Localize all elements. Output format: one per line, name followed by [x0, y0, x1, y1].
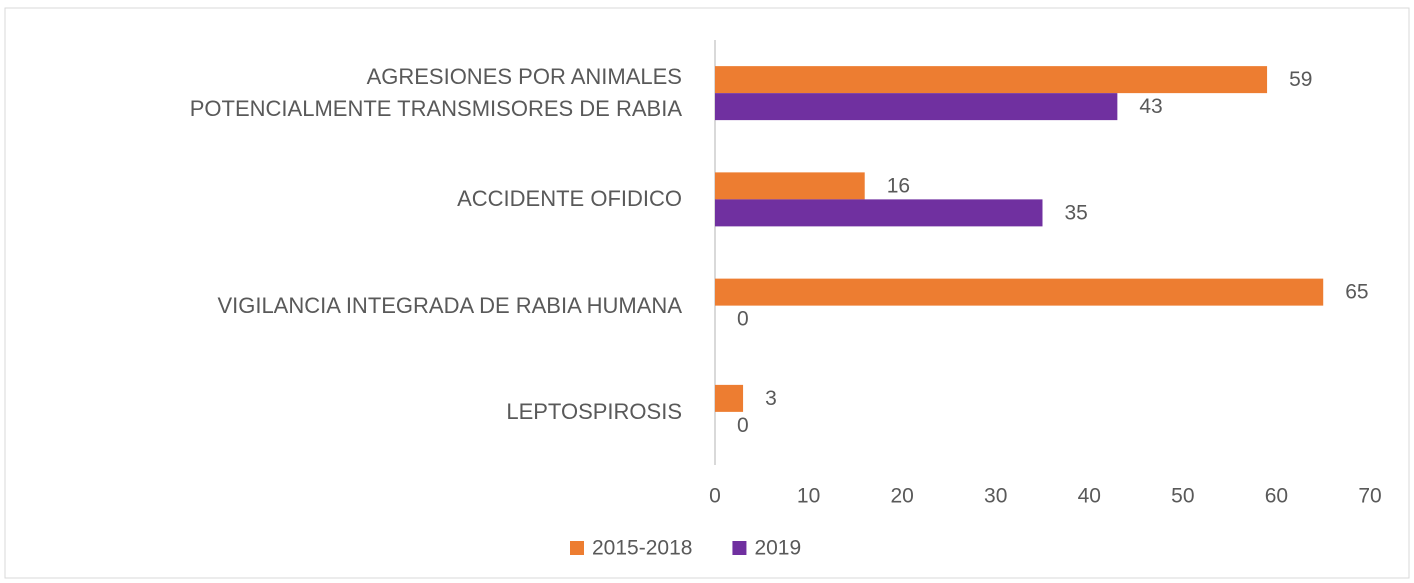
y-tick-label: ACCIDENTE OFIDICO — [457, 186, 682, 212]
data-label: 0 — [737, 308, 749, 331]
y-tick-label: VIGILANCIA INTEGRADA DE RABIA HUMANA — [217, 292, 682, 318]
x-tick-label: 20 — [890, 485, 913, 508]
data-label: 59 — [1289, 68, 1312, 91]
data-label: 43 — [1139, 95, 1162, 118]
bar — [715, 93, 1118, 121]
legend-label: 2019 — [754, 537, 801, 560]
chart-border — [4, 7, 1410, 579]
bar — [715, 66, 1268, 94]
data-label: 65 — [1345, 281, 1368, 304]
x-tick-label: 40 — [1078, 485, 1101, 508]
x-tick-label: 60 — [1265, 485, 1288, 508]
x-tick-label: 30 — [984, 485, 1007, 508]
x-tick-label: 50 — [1171, 485, 1194, 508]
data-label: 16 — [887, 174, 910, 197]
bar — [715, 172, 865, 200]
data-label: 0 — [737, 414, 749, 437]
x-tick-label: 70 — [1358, 485, 1381, 508]
legend-swatch — [732, 541, 747, 555]
bar — [715, 278, 1324, 306]
data-label: 35 — [1065, 201, 1088, 224]
bar — [715, 199, 1043, 227]
y-tick-label: AGRESIONES POR ANIMALES POTENCIALMENTE T… — [189, 64, 682, 122]
bar — [715, 384, 744, 412]
x-tick-label: 10 — [797, 485, 820, 508]
legend-swatch — [570, 541, 584, 555]
data-label: 3 — [765, 387, 777, 410]
y-tick-label: LEPTOSPIROSIS — [506, 398, 682, 424]
legend-label: 2015-2018 — [592, 537, 692, 560]
x-tick-label: 0 — [709, 485, 721, 508]
